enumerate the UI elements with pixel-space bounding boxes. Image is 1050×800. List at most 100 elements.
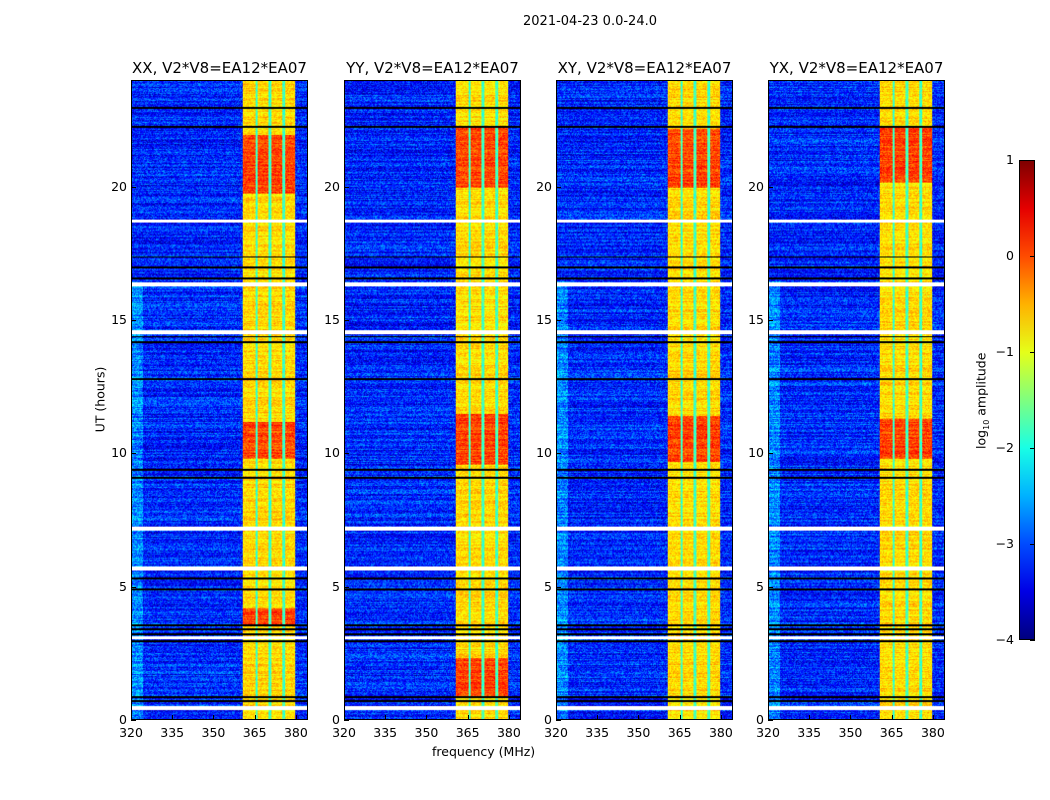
- y-tick-mark: [768, 720, 773, 721]
- colorbar-label-rest: amplitude: [973, 352, 989, 420]
- spectrogram-image: [345, 81, 520, 719]
- y-tick-mark: [556, 453, 561, 455]
- y-tick-label: 5: [119, 578, 127, 594]
- x-tick-label: 380: [496, 725, 521, 740]
- x-tick-label: 380: [920, 725, 945, 740]
- y-tick-mark: [131, 186, 136, 188]
- x-tick-label: 320: [119, 725, 143, 740]
- spectrogram-image: [769, 81, 944, 719]
- y-tick-label: 20: [536, 178, 552, 194]
- y-tick-label: 15: [324, 312, 340, 327]
- x-tick-label: 350: [201, 725, 226, 740]
- y-tick-mark: [768, 453, 773, 455]
- x-tick-label: 365: [242, 725, 267, 740]
- x-tick-label: 350: [414, 725, 439, 740]
- colorbar-tick-mark: [1030, 448, 1035, 449]
- x-tick-mark: [467, 715, 469, 720]
- y-tick-label: 10: [111, 445, 127, 461]
- colorbar-tick-label: −3: [995, 536, 1014, 551]
- y-tick-mark: [131, 720, 136, 721]
- x-tick-label: 350: [626, 725, 651, 740]
- x-tick-mark: [385, 715, 387, 720]
- colorbar: [1019, 160, 1035, 640]
- y-tick-label: 20: [324, 178, 340, 194]
- y-tick-label: 0: [119, 712, 127, 727]
- spectrogram-panel: [556, 80, 733, 720]
- x-tick-label: 335: [585, 725, 610, 740]
- colorbar-tick-mark: [1030, 160, 1035, 161]
- x-tick-label: 380: [283, 725, 308, 740]
- y-tick-label: 5: [756, 578, 764, 594]
- colorbar-tick-label: −1: [995, 344, 1014, 359]
- x-tick-label: 335: [160, 725, 185, 740]
- panel-title: YY, V2*V8=EA12*EA07: [346, 59, 519, 77]
- x-tick-mark: [131, 715, 132, 720]
- x-tick-label: 335: [797, 725, 822, 740]
- y-tick-label: 15: [111, 312, 127, 327]
- panel-title: XY, V2*V8=EA12*EA07: [557, 59, 732, 77]
- x-tick-mark: [720, 715, 722, 720]
- y-tick-label: 10: [748, 445, 764, 461]
- y-tick-label: 10: [324, 445, 340, 461]
- x-tick-mark: [891, 715, 893, 720]
- y-tick-mark: [344, 453, 349, 455]
- y-tick-label: 0: [544, 712, 552, 727]
- y-axis-label: UT (hours): [92, 366, 108, 433]
- y-tick-label: 10: [536, 445, 552, 461]
- x-tick-mark: [426, 715, 428, 720]
- colorbar-tick-mark: [1030, 544, 1035, 545]
- y-tick-mark: [344, 320, 349, 321]
- figure-title: 2021-04-23 0.0-24.0: [523, 14, 657, 29]
- y-tick-label: 0: [332, 712, 340, 727]
- y-tick-mark: [344, 186, 349, 188]
- x-axis-label: frequency (MHz): [432, 744, 536, 759]
- spectrogram-panel: [131, 80, 308, 720]
- y-tick-mark: [131, 320, 136, 321]
- x-tick-mark: [295, 715, 297, 720]
- y-tick-mark: [344, 586, 349, 588]
- y-tick-mark: [131, 586, 136, 588]
- colorbar-label-sub: 10: [981, 419, 991, 430]
- x-tick-mark: [638, 715, 640, 720]
- x-tick-label: 365: [667, 725, 692, 740]
- x-tick-label: 380: [708, 725, 733, 740]
- x-tick-label: 365: [879, 725, 904, 740]
- colorbar-tick-label: 0: [1006, 248, 1014, 263]
- y-tick-mark: [768, 320, 773, 321]
- x-tick-mark: [768, 715, 769, 720]
- spectrogram-panel: [344, 80, 521, 720]
- y-tick-label: 20: [111, 178, 127, 194]
- y-tick-mark: [556, 586, 561, 588]
- y-tick-mark: [556, 720, 561, 721]
- colorbar-tick-label: −2: [995, 440, 1014, 455]
- panel-title: YX, V2*V8=EA12*EA07: [769, 59, 944, 77]
- x-tick-mark: [932, 715, 934, 720]
- y-tick-mark: [556, 320, 561, 321]
- y-tick-label: 15: [536, 312, 552, 327]
- y-tick-mark: [131, 453, 136, 455]
- spectrogram-image: [132, 81, 307, 719]
- x-tick-mark: [597, 715, 599, 720]
- x-tick-mark: [172, 715, 174, 720]
- spectrogram-image: [557, 81, 732, 719]
- x-tick-mark: [679, 715, 681, 720]
- x-tick-label: 365: [455, 725, 480, 740]
- colorbar-tick-mark: [1030, 640, 1035, 641]
- y-tick-label: 20: [748, 178, 764, 194]
- x-tick-label: 320: [544, 725, 568, 740]
- y-tick-label: 0: [756, 712, 764, 727]
- x-tick-label: 335: [373, 725, 398, 740]
- y-tick-label: 5: [544, 578, 552, 594]
- x-tick-mark: [344, 715, 345, 720]
- x-tick-mark: [254, 715, 256, 720]
- y-tick-mark: [768, 186, 773, 188]
- colorbar-tick-mark: [1030, 352, 1035, 353]
- colorbar-tick-label: 1: [1006, 152, 1014, 167]
- colorbar-tick-mark: [1030, 256, 1035, 257]
- x-tick-mark: [556, 715, 557, 720]
- spectrogram-panel: [768, 80, 945, 720]
- y-tick-label: 15: [748, 312, 764, 327]
- x-tick-mark: [213, 715, 215, 720]
- x-tick-label: 320: [332, 725, 356, 740]
